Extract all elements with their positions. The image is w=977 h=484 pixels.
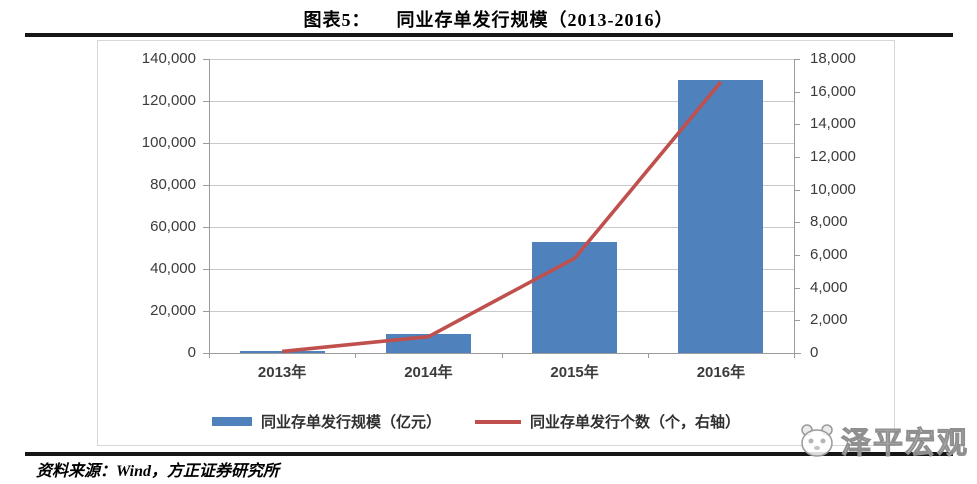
y-axis-left-label: 100,000: [141, 134, 196, 151]
y-axis-left-tick: [203, 269, 209, 270]
y-axis-left-tick: [203, 185, 209, 186]
y-axis-left-tick: [203, 59, 209, 60]
x-axis-tick: [209, 353, 210, 358]
y-axis-right-label: 0: [810, 344, 819, 361]
y-axis-right-tick: [794, 189, 800, 191]
line-series-swatch-icon: [475, 419, 521, 424]
y-axis-left-line: [209, 59, 210, 353]
y-axis-left-tick: [203, 143, 209, 144]
chart-legend: 同业存单发行规模（亿元） 同业存单发行个数（个，右轴）: [98, 411, 894, 432]
figure-label: 图表5：: [303, 10, 371, 30]
gridline: [209, 185, 794, 186]
chart-canvas: 140,000 120,000 100,000 80,000 60,000 40,000 2…: [97, 40, 895, 446]
y-axis-right-tick: [794, 222, 800, 224]
figure-title: 图表5： 同业存单发行规模（2013-2016）: [0, 6, 977, 32]
y-axis-left-tick: [203, 227, 209, 228]
top-divider: [25, 33, 953, 37]
panda-logo-icon: [801, 424, 833, 457]
y-axis-left-label: 80,000: [150, 176, 196, 193]
y-axis-left-label: 40,000: [150, 260, 196, 277]
y-axis-left-tick: [203, 101, 209, 102]
y-axis-right-label: 12,000: [810, 148, 856, 165]
y-axis-right-label: 10,000: [810, 180, 856, 198]
gridline: [209, 269, 794, 270]
x-axis-label: 2015年: [550, 364, 599, 381]
y-axis-right-tick: [794, 91, 800, 93]
y-axis-left-tick: [203, 353, 209, 354]
y-axis-right-label: 18,000: [810, 50, 856, 67]
y-axis-right-label: 16,000: [810, 82, 856, 100]
y-axis-left-label: 0: [187, 344, 196, 361]
y-axis-right-tick: [794, 320, 800, 322]
y-axis-left-tick: [203, 311, 209, 312]
gridline: [209, 311, 794, 312]
x-axis-tick: [647, 353, 649, 358]
y-axis-right-tick: [794, 255, 800, 256]
y-axis-left-label: 140,000: [141, 50, 196, 67]
x-axis-tick: [501, 353, 503, 358]
line-series-path: [281, 80, 723, 354]
watermark-brand-text: 泽平宏观: [841, 427, 969, 461]
y-axis-right-label: 6,000: [810, 246, 848, 263]
bar-series-swatch-icon: [211, 417, 252, 426]
gridline: [209, 101, 794, 102]
x-axis-tick: [794, 353, 795, 358]
legend-item-line-series: 同业存单发行个数（个，右轴）: [475, 411, 740, 432]
brand-watermark: 泽平宏观: [797, 418, 969, 462]
source-note: 资料来源：Wind，方正证券研究所: [36, 463, 279, 480]
x-axis-tick: [355, 353, 357, 358]
x-axis-label: 2014年: [404, 364, 453, 381]
legend-label-line-series: 同业存单发行个数（个，右轴）: [530, 414, 741, 431]
gridline: [209, 143, 794, 144]
y-axis-left-label: 20,000: [150, 302, 196, 319]
figure-title-text: 同业存单发行规模（2013-2016）: [396, 10, 674, 30]
bar-2016年: [678, 80, 764, 353]
bar-2013年: [239, 351, 325, 353]
x-axis-label: 2013年: [257, 364, 307, 381]
legend-label-bar-series: 同业存单发行规模（亿元）: [260, 414, 441, 431]
y-axis-left-label: 120,000: [141, 92, 196, 109]
y-axis-right-label: 2,000: [810, 311, 848, 329]
y-axis-left-label: 60,000: [150, 218, 196, 235]
y-axis-right-tick: [794, 59, 800, 60]
y-axis-right-tick: [794, 157, 800, 158]
line-series: [281, 80, 723, 354]
x-axis-label: 2016年: [696, 364, 746, 381]
y-axis-right-tick: [794, 353, 800, 354]
y-axis-right-label: 8,000: [810, 213, 848, 231]
gridline: [209, 59, 794, 60]
y-axis-right-line: [794, 59, 795, 353]
y-axis-right-label: 14,000: [810, 115, 856, 133]
y-axis-right-tick: [794, 124, 800, 126]
y-axis-right-tick: [794, 287, 800, 289]
bottom-divider: [25, 452, 953, 456]
gridline: [209, 227, 794, 228]
y-axis-right-label: 4,000: [810, 278, 848, 296]
legend-item-bar-series: 同业存单发行规模（亿元）: [211, 411, 441, 432]
